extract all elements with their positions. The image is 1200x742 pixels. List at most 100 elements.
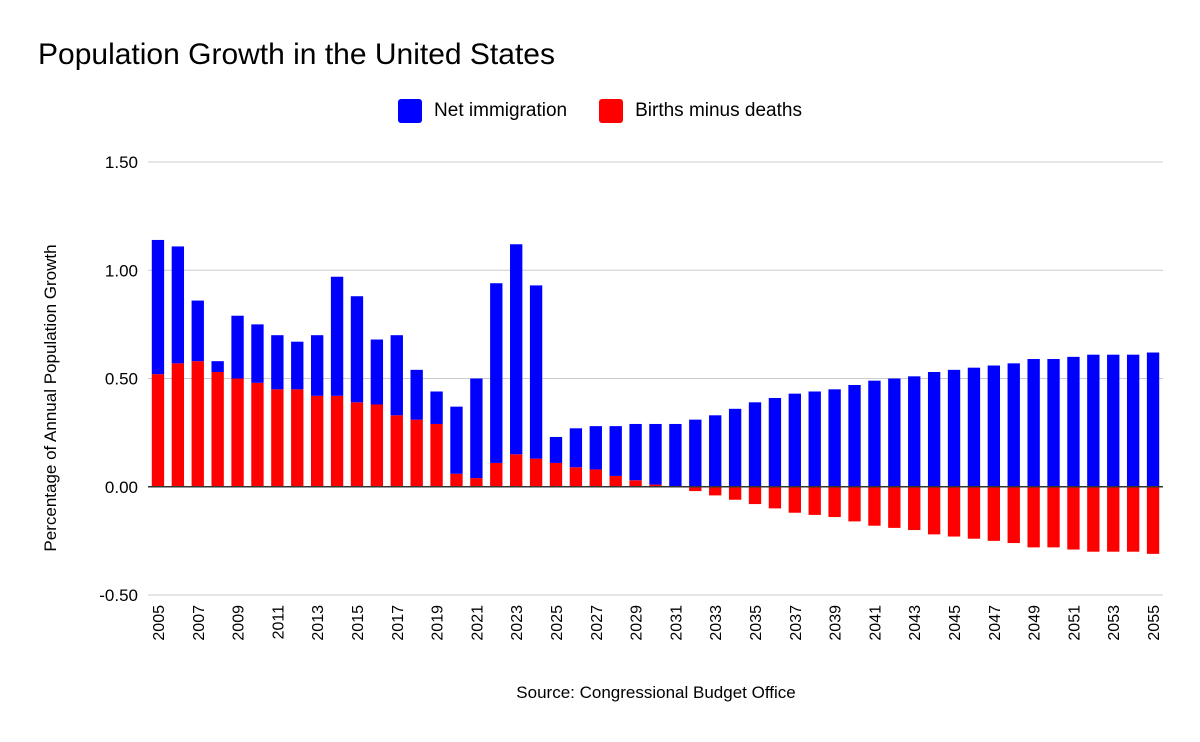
- bar-net-immigration-2008: [211, 361, 224, 373]
- x-tick-label: 2027: [589, 605, 606, 641]
- bar-births-minus-deaths-2014: [330, 395, 344, 487]
- bar-births-minus-deaths-2035: [748, 486, 762, 505]
- bar-births-minus-deaths-2050: [1047, 486, 1060, 548]
- bar-births-minus-deaths-2049: [1027, 486, 1040, 548]
- bars: [151, 239, 1160, 554]
- bar-net-immigration-2019: [430, 391, 443, 424]
- y-tick-label: -0.50: [99, 586, 138, 605]
- bar-births-minus-deaths-2016: [370, 404, 384, 487]
- x-tick-label: 2051: [1066, 605, 1083, 641]
- legend-label-births-minus-deaths: Births minus deaths: [635, 100, 802, 121]
- bar-net-immigration-2048: [1007, 363, 1020, 487]
- bar-net-immigration-2050: [1047, 359, 1060, 487]
- bar-net-immigration-2041: [868, 380, 881, 487]
- bar-net-immigration-2011: [271, 335, 284, 390]
- x-tick-label: 2015: [350, 605, 367, 641]
- bar-births-minus-deaths-2033: [709, 486, 722, 496]
- bar-net-immigration-2045: [947, 369, 961, 487]
- bar-births-minus-deaths-2053: [1107, 486, 1120, 552]
- bar-net-immigration-2036: [768, 397, 782, 487]
- y-tick-label: 0.00: [105, 478, 138, 497]
- y-axis-label: Percentage of Annual Population Growth: [41, 244, 60, 551]
- chart-title: Population Growth in the United States: [38, 38, 555, 71]
- bar-net-immigration-2053: [1107, 354, 1120, 487]
- bar-births-minus-deaths-2042: [888, 486, 901, 528]
- bar-net-immigration-2010: [251, 324, 264, 383]
- bar-births-minus-deaths-2008: [211, 372, 224, 487]
- bar-net-immigration-2007: [191, 300, 204, 362]
- bar-births-minus-deaths-2040: [848, 486, 861, 522]
- x-tick-label: 2011: [270, 605, 287, 640]
- y-axis-ticks: 1.50 1.00 0.50 0.00 -0.50: [99, 153, 138, 605]
- bar-births-minus-deaths-2023: [510, 454, 523, 487]
- bar-net-immigration-2051: [1067, 356, 1080, 487]
- bar-births-minus-deaths-2005: [151, 374, 165, 487]
- bar-net-immigration-2052: [1087, 354, 1100, 487]
- bar-births-minus-deaths-2032: [689, 486, 702, 492]
- bar-births-minus-deaths-2006: [171, 363, 185, 487]
- x-tick-label: 2049: [1027, 605, 1044, 641]
- x-tick-label: 2025: [549, 605, 566, 641]
- bar-net-immigration-2047: [987, 365, 1001, 487]
- x-tick-label: 2041: [867, 605, 884, 641]
- bar-net-immigration-2032: [689, 419, 702, 487]
- bar-births-minus-deaths-2007: [191, 361, 204, 487]
- bar-births-minus-deaths-2051: [1067, 486, 1080, 550]
- bar-births-minus-deaths-2018: [410, 419, 423, 487]
- bar-net-immigration-2055: [1146, 352, 1160, 487]
- x-tick-label: 2023: [509, 605, 526, 641]
- bar-net-immigration-2042: [888, 378, 901, 487]
- bar-births-minus-deaths-2027: [589, 469, 602, 487]
- bar-births-minus-deaths-2012: [291, 389, 304, 487]
- bar-births-minus-deaths-2045: [947, 486, 961, 537]
- bar-births-minus-deaths-2044: [927, 486, 941, 535]
- bar-births-minus-deaths-2029: [629, 480, 642, 487]
- x-tick-label: 2019: [430, 605, 447, 641]
- bar-net-immigration-2020: [450, 406, 463, 474]
- legend: Net immigration Births minus deaths: [0, 99, 1200, 123]
- x-tick-label: 2037: [788, 605, 805, 641]
- x-tick-label: 2033: [708, 605, 725, 641]
- legend-swatch-net-immigration: [398, 99, 423, 123]
- x-axis-label: Source: Congressional Budget Office: [516, 683, 795, 702]
- bar-births-minus-deaths-2037: [788, 486, 801, 513]
- legend-label-net-immigration: Net immigration: [434, 100, 568, 121]
- bar-net-immigration-2006: [171, 246, 185, 364]
- bar-net-immigration-2039: [828, 389, 841, 487]
- bar-net-immigration-2021: [470, 378, 483, 479]
- bar-births-minus-deaths-2052: [1087, 486, 1100, 552]
- bar-net-immigration-2029: [629, 423, 642, 481]
- x-tick-label: 2029: [629, 605, 646, 641]
- x-tick-label: 2013: [310, 605, 327, 641]
- x-tick-label: 2053: [1106, 605, 1123, 641]
- bar-net-immigration-2023: [510, 244, 523, 455]
- bar-births-minus-deaths-2015: [350, 402, 364, 487]
- bar-births-minus-deaths-2030: [649, 484, 662, 487]
- bar-net-immigration-2022: [490, 283, 503, 463]
- bar-births-minus-deaths-2010: [251, 382, 264, 487]
- bar-births-minus-deaths-2026: [569, 467, 583, 487]
- bar-births-minus-deaths-2041: [868, 486, 881, 526]
- bar-births-minus-deaths-2046: [967, 486, 981, 539]
- x-tick-label: 2047: [987, 605, 1004, 641]
- y-tick-label: 1.50: [105, 153, 138, 172]
- bar-births-minus-deaths-2011: [271, 389, 284, 487]
- bar-births-minus-deaths-2034: [728, 486, 742, 500]
- bar-net-immigration-2027: [589, 426, 602, 470]
- bar-births-minus-deaths-2047: [987, 486, 1001, 541]
- bar-net-immigration-2038: [808, 391, 821, 487]
- bar-births-minus-deaths-2043: [908, 486, 921, 531]
- x-tick-label: 2007: [191, 605, 208, 641]
- bar-net-immigration-2024: [529, 285, 543, 459]
- x-tick-label: 2043: [907, 605, 924, 641]
- x-tick-label: 2017: [390, 605, 407, 641]
- bar-net-immigration-2025: [549, 436, 563, 463]
- x-tick-label: 2035: [748, 605, 765, 641]
- bar-births-minus-deaths-2013: [310, 395, 324, 487]
- bar-births-minus-deaths-2048: [1007, 486, 1020, 544]
- bar-net-immigration-2018: [410, 369, 423, 420]
- bar-net-immigration-2030: [649, 423, 662, 485]
- bar-births-minus-deaths-2028: [609, 475, 622, 487]
- bar-net-immigration-2040: [848, 384, 861, 487]
